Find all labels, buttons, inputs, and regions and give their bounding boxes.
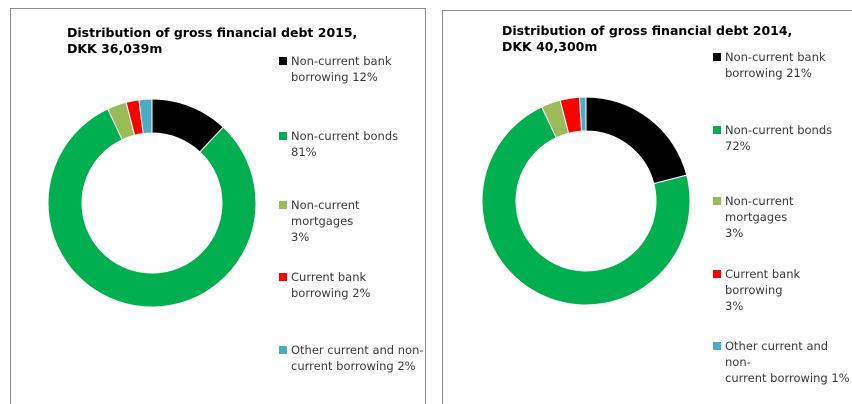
legend-item: Current bank borrowing 3% xyxy=(713,266,852,314)
legend-label: Other current and non- current borrowing… xyxy=(725,339,850,385)
legend-swatch xyxy=(713,197,721,205)
chart-subtitle: DKK 40,300m xyxy=(502,39,598,54)
legend-swatch xyxy=(279,273,287,281)
legend-label: Non-current mortgages 3% xyxy=(725,194,794,240)
legend-item: Non-current bonds 72% xyxy=(713,122,852,154)
donut-slice xyxy=(481,106,691,306)
donut-chart xyxy=(47,98,257,308)
legend-label: Non-current mortgages 3% xyxy=(291,198,360,244)
legend-item: Non-current bank borrowing 12% xyxy=(279,53,424,85)
legend-item: Current bank borrowing 2% xyxy=(279,269,424,301)
legend-label: Non-current bonds 72% xyxy=(725,123,833,153)
legend-swatch xyxy=(713,342,721,350)
legend-item: Other current and non- current borrowing… xyxy=(279,342,424,374)
legend-label: Current bank borrowing 3% xyxy=(725,267,801,313)
legend-item: Non-current mortgages 3% xyxy=(713,193,852,241)
chart-panel-2015: Distribution of gross financial debt 201… xyxy=(10,8,426,404)
chart-title: Distribution of gross financial debt 201… xyxy=(502,23,802,55)
legend-label: Non-current bank borrowing 21% xyxy=(725,50,826,80)
legend-swatch xyxy=(713,126,721,134)
donut-chart xyxy=(481,96,691,306)
legend-label: Other current and non- current borrowing… xyxy=(291,343,424,373)
donut-slice xyxy=(585,96,688,185)
chart-subtitle: DKK 36,039m xyxy=(67,41,163,56)
legend-swatch xyxy=(279,57,287,65)
legend-swatch xyxy=(279,201,287,209)
legend-label: Current bank borrowing 2% xyxy=(291,270,371,300)
legend-swatch xyxy=(713,53,721,61)
chart-title-line: Distribution of gross financial debt 201… xyxy=(502,23,793,38)
donut-slice xyxy=(138,98,153,135)
legend-swatch xyxy=(279,346,287,354)
donut-slice xyxy=(578,96,587,132)
legend-item: Other current and non- current borrowing… xyxy=(713,338,852,386)
legend-label: Non-current bonds 81% xyxy=(291,129,399,159)
legend-item: Non-current mortgages 3% xyxy=(279,197,424,245)
chart-title-line: Distribution of gross financial debt 201… xyxy=(67,25,358,40)
legend-label: Non-current bank borrowing 12% xyxy=(291,54,392,84)
chart-panel-2014: Distribution of gross financial debt 201… xyxy=(442,10,852,404)
legend-swatch xyxy=(713,270,721,278)
legend-item: Non-current bonds 81% xyxy=(279,128,424,160)
legend-swatch xyxy=(279,132,287,140)
legend-item: Non-current bank borrowing 21% xyxy=(713,49,852,81)
donut-slice xyxy=(47,108,257,308)
chart-title: Distribution of gross financial debt 201… xyxy=(67,25,367,57)
